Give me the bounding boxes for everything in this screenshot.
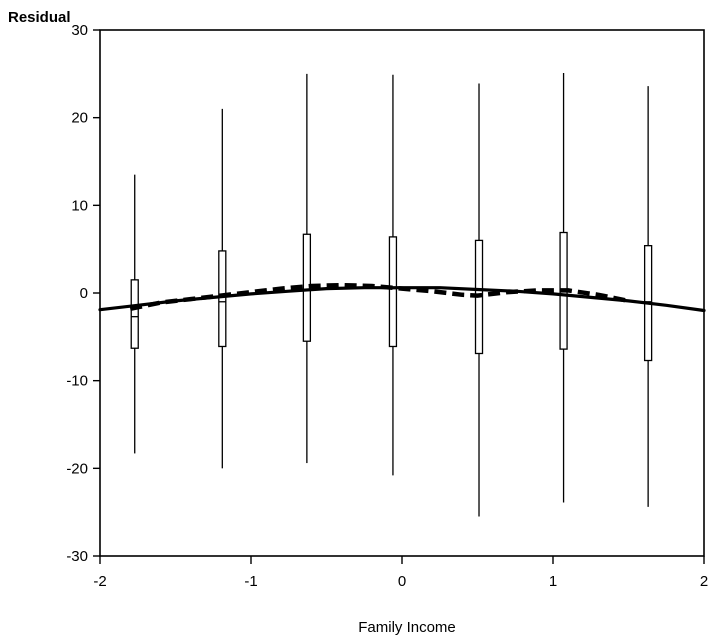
smooth-curves (98, 282, 706, 313)
x-tick-label: -1 (244, 573, 257, 590)
y-tick-label: -30 (66, 548, 88, 565)
x-axis-label: Family Income (358, 619, 456, 636)
x-tick-label: 0 (398, 573, 406, 590)
box (388, 236, 398, 348)
y-tick-label: 20 (71, 110, 88, 127)
x-tick-label: -2 (93, 573, 106, 590)
y-tick-label: -10 (66, 373, 88, 390)
x-tick-label: 1 (549, 573, 557, 590)
box (130, 279, 139, 349)
plot-frame (99, 29, 705, 557)
box (218, 250, 227, 348)
y-tick-label: -20 (66, 460, 88, 477)
dashed-curve (129, 282, 629, 312)
y-tick-label: 30 (71, 22, 88, 39)
x-tick-label: 2 (700, 573, 708, 590)
y-tick-label: 0 (80, 285, 88, 302)
y-axis-label: Residual (8, 9, 71, 26)
y-tick-label: 10 (71, 197, 88, 214)
